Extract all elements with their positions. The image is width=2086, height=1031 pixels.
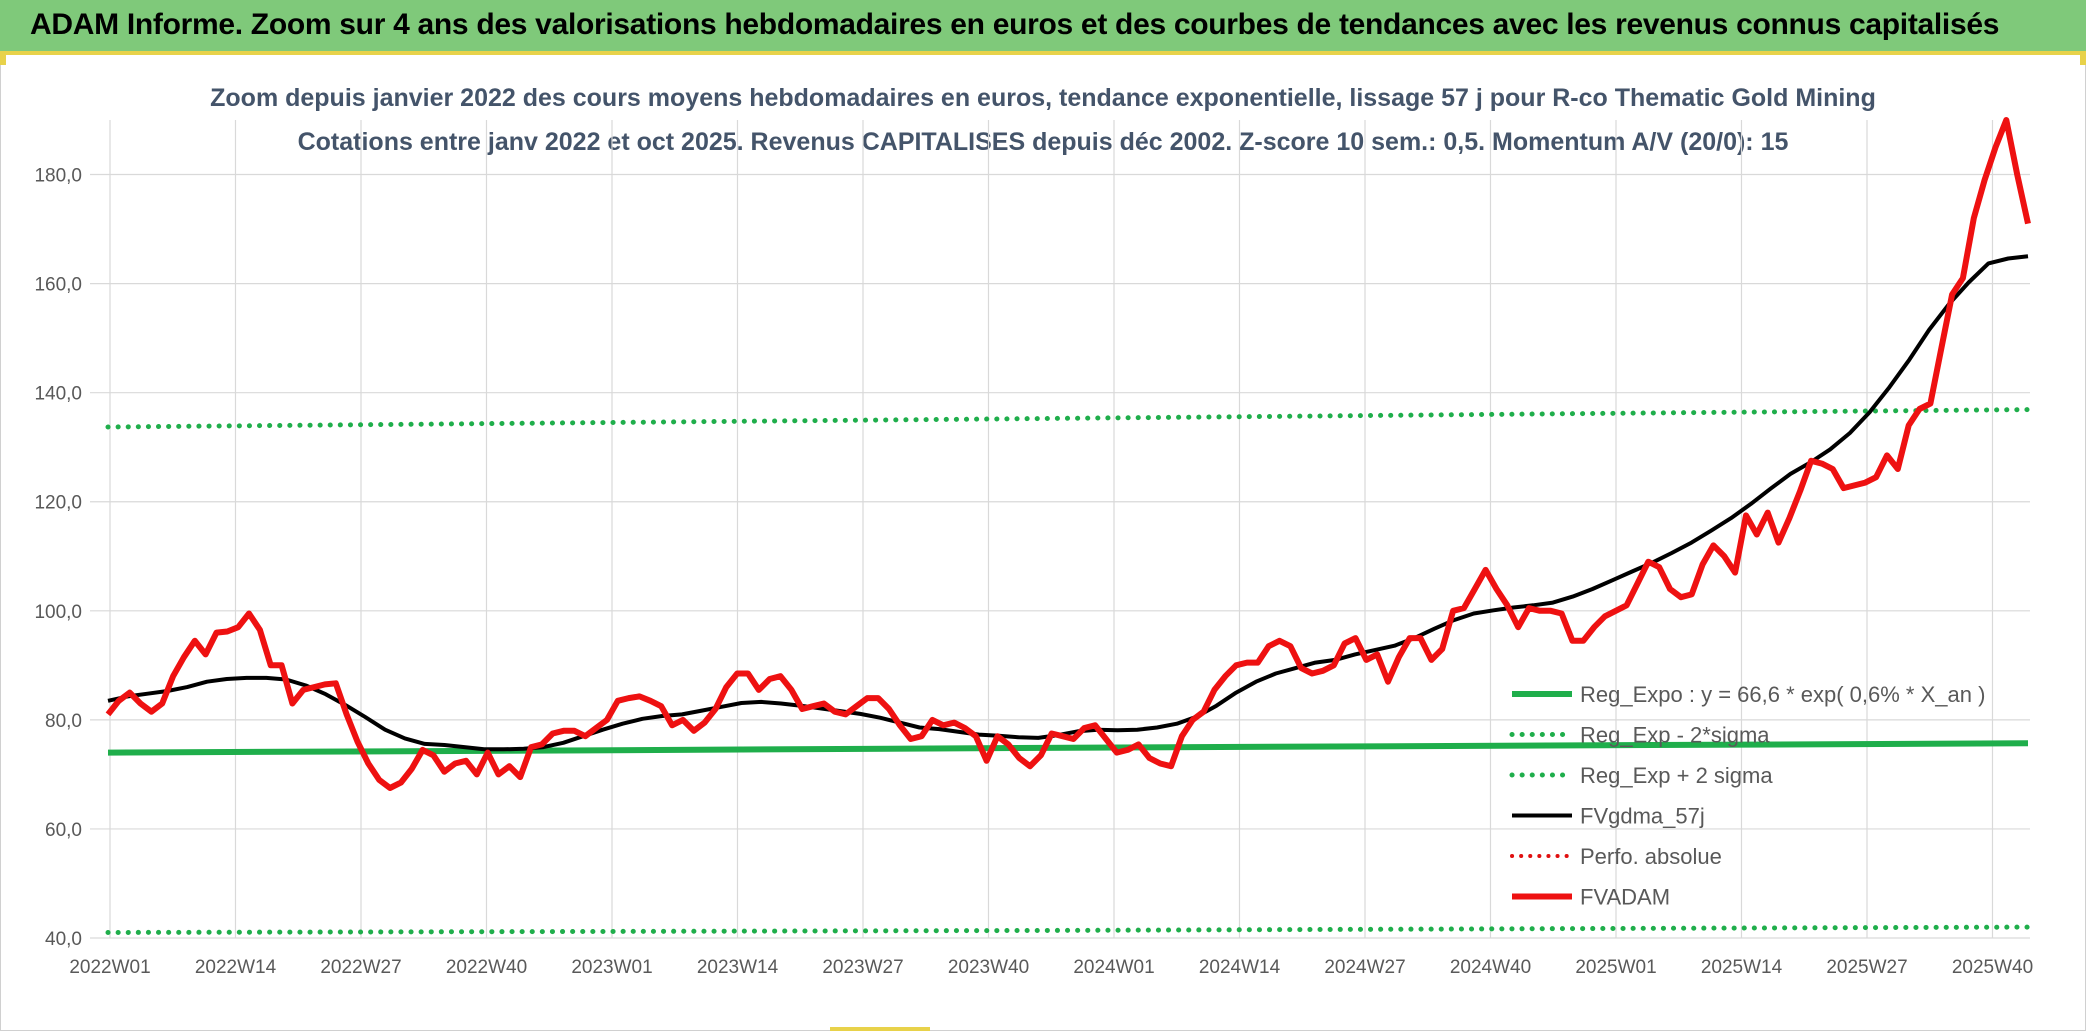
report-banner: ADAM Informe. Zoom sur 4 ans des valoris… [0, 0, 2086, 55]
chart-subtitle: Cotations entre janv 2022 et oct 2025. R… [297, 128, 1789, 156]
y-tick-label: 60,0 [45, 820, 82, 841]
y-axis-ticks: 40,0 60,0 80,0 100,0 120,0 140,0 160,0 180,0 [34, 166, 82, 950]
y-tick-label: 120,0 [34, 493, 82, 514]
x-tick-label: 2024W27 [1324, 957, 1405, 978]
x-tick-label: 2023W40 [948, 957, 1029, 978]
x-tick-label: 2023W01 [571, 957, 652, 978]
legend-label-3: FVgdma_57j [1580, 804, 1705, 829]
x-axis-ticks: 2022W01 2022W14 2022W27 2022W40 2023W01 2023W… [69, 957, 2033, 978]
x-tick-label: 2025W40 [1952, 957, 2033, 978]
legend-label-4: Perfo. absolue [1580, 844, 1722, 869]
x-tick-label: 2025W14 [1701, 957, 1783, 978]
left-accent-bar [0, 55, 6, 65]
y-tick-label: 180,0 [34, 166, 82, 187]
report-title: ADAM Informe. Zoom sur 4 ans des valoris… [30, 8, 2000, 41]
x-tick-label: 2022W14 [195, 957, 277, 978]
y-tick-label: 100,0 [34, 602, 82, 623]
x-tick-label: 2022W40 [446, 957, 527, 978]
x-tick-label: 2025W01 [1575, 957, 1656, 978]
series-line-1 [105, 924, 2031, 935]
y-tick-label: 80,0 [45, 711, 82, 732]
x-tick-label: 2022W27 [320, 957, 401, 978]
legend: Reg_Expo : y = 66,6 * exp( 0,6% * X_an )… [1509, 682, 1985, 910]
x-tick-label: 2024W40 [1450, 957, 1531, 978]
right-accent-bar [2080, 55, 2086, 65]
legend-label-2: Reg_Exp + 2 sigma [1580, 763, 1773, 788]
x-tick-label: 2024W01 [1073, 957, 1154, 978]
bottom-accent-bar [830, 1027, 930, 1031]
grid-lines [90, 120, 2030, 939]
x-tick-label: 2022W01 [69, 957, 150, 978]
legend-label-0: Reg_Expo : y = 66,6 * exp( 0,6% * X_an ) [1580, 682, 1985, 707]
x-tick-label: 2025W27 [1826, 957, 1907, 978]
series-line-3 [107, 254, 2029, 752]
series-line-5 [105, 117, 2031, 791]
series-line-2 [105, 407, 2031, 430]
series-layer [105, 117, 2031, 935]
x-tick-label: 2023W14 [697, 957, 779, 978]
x-tick-label: 2024W14 [1199, 957, 1281, 978]
x-tick-label: 2023W27 [822, 957, 903, 978]
y-tick-label: 40,0 [45, 929, 82, 950]
legend-label-5: FVADAM [1580, 885, 1670, 910]
legend-label-1: Reg_Exp - 2*sigma [1580, 723, 1770, 748]
y-tick-label: 140,0 [34, 384, 82, 405]
y-tick-label: 160,0 [34, 275, 82, 296]
chart-title: Zoom depuis janvier 2022 des cours moyen… [210, 84, 1876, 112]
